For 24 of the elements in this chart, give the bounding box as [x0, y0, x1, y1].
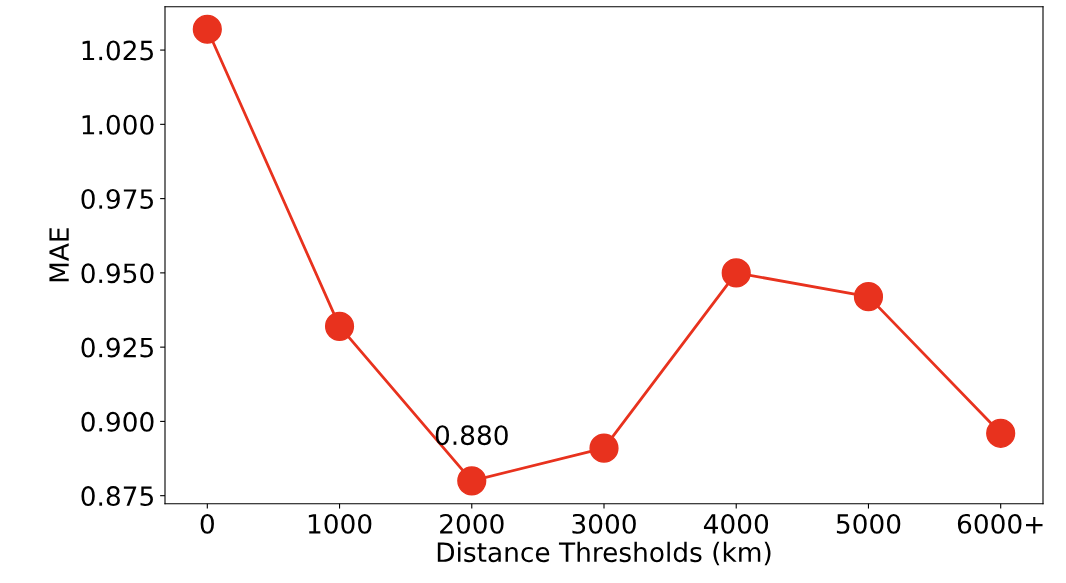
x-tick-label: 0: [200, 513, 214, 534]
y-tick-label: 0.975: [81, 189, 153, 210]
y-tick-label: 0.950: [81, 263, 154, 284]
x-tick-label: 2000: [440, 513, 504, 534]
x-tick-label: 3000: [572, 513, 636, 534]
y-tick-label: 1.025: [82, 40, 153, 61]
point: [192, 14, 222, 44]
y-tick-label: 0.925: [81, 337, 153, 358]
point: [589, 433, 619, 463]
point: [721, 258, 751, 288]
y-tick-label: 0.875: [81, 486, 153, 507]
point: [324, 311, 355, 341]
y-tick-label: 0.900: [81, 411, 154, 432]
x-tick-label: 1000: [308, 513, 372, 534]
y-tick-label: 1.000: [82, 114, 154, 135]
x-axis-title: Distance Thresholds (km): [437, 541, 771, 566]
point: [457, 466, 487, 496]
annotation: 0.880: [435, 425, 508, 446]
y-axis-title: MAE: [49, 228, 69, 282]
x-tick-label: 4000: [703, 513, 769, 534]
x-tick-label: 5000: [836, 513, 901, 534]
x-tick-label: 6000+: [957, 513, 1043, 534]
point: [986, 418, 1016, 448]
point: [853, 282, 884, 312]
